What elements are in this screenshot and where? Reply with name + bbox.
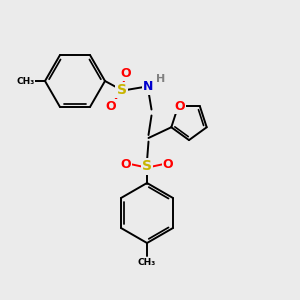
Text: S: S: [116, 83, 127, 97]
Text: O: O: [121, 67, 131, 80]
Text: S: S: [142, 160, 152, 173]
Text: O: O: [174, 100, 185, 113]
Text: H: H: [157, 74, 166, 85]
Text: O: O: [106, 100, 116, 113]
Text: O: O: [121, 158, 131, 171]
Text: O: O: [163, 158, 173, 171]
Text: CH₃: CH₃: [16, 76, 34, 85]
Text: N: N: [143, 80, 154, 94]
Text: CH₃: CH₃: [138, 258, 156, 267]
